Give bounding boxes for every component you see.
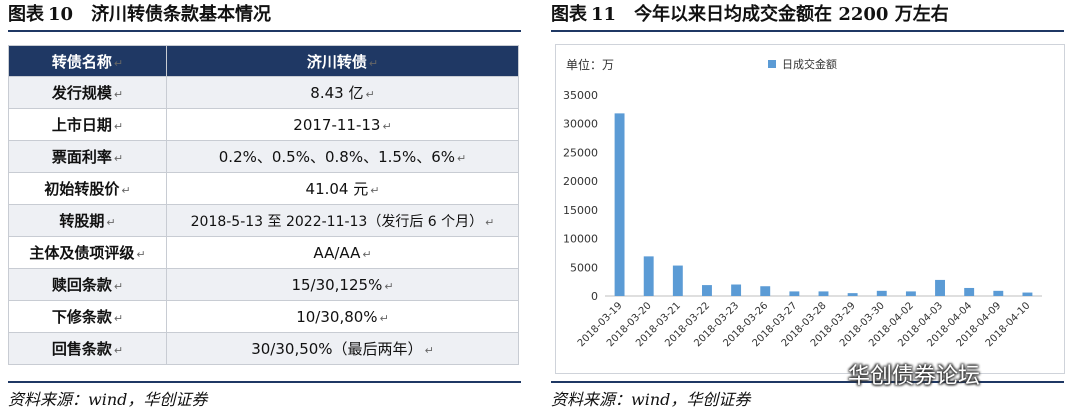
bar xyxy=(964,287,975,296)
bar xyxy=(614,113,625,297)
chart-frame: 单位：万 日成交金额 0 5000 10000 15000 20000 25000 30000 3… xyxy=(555,44,1065,374)
bar xyxy=(847,293,858,296)
right-bottom-rule xyxy=(551,381,1064,383)
figure-label: 图表 xyxy=(551,4,587,25)
row-label: 主体及债项评级 ↵ xyxy=(8,236,167,269)
figure-11-title: 图表 11 今年以来日均成交金额在 2200 万左右 xyxy=(551,0,1064,30)
row-value: 30/30,50%（最后两年） ↵ xyxy=(166,332,519,365)
terms-table: 转债名称 ↵ 济川转债 ↵ 发行规模 ↵ 8.43 亿 ↵ 上市日期 ↵ 2017-11-13… xyxy=(8,45,519,365)
row-label: 票面利率 ↵ xyxy=(8,140,167,173)
table-row: 主体及债项评级 ↵ AA/AA ↵ xyxy=(8,236,519,269)
left-figure: 图表 10 济川转债条款基本情况 xyxy=(8,0,521,32)
unit-label: 单位：万 xyxy=(566,57,614,72)
bar xyxy=(876,290,887,296)
y-tick-label: 5000 xyxy=(570,261,598,274)
left-bottom-rule xyxy=(8,381,521,383)
figure-number: 11 xyxy=(591,4,617,25)
table-row: 下修条款 ↵ 10/30,80% ↵ xyxy=(8,300,519,333)
y-tick-label: 0 xyxy=(591,290,598,303)
table-header-row: 转债名称 ↵ 济川转债 ↵ xyxy=(8,45,519,77)
row-value: 8.43 亿 ↵ xyxy=(166,76,519,109)
figure-label: 图表 xyxy=(8,4,44,25)
figure-number: 10 xyxy=(48,4,74,25)
y-tick-label: 30000 xyxy=(563,118,598,131)
bar-chart: 单位：万 日成交金额 0 5000 10000 15000 20000 25000 30000 3… xyxy=(563,57,1042,349)
y-tick-label: 35000 xyxy=(563,89,598,102)
header-cell: 转债名称 ↵ xyxy=(8,45,167,77)
figure-10-title: 图表 10 济川转债条款基本情况 xyxy=(8,0,521,30)
y-tick-label: 20000 xyxy=(563,175,598,188)
row-value: 2018-5-13 至 2022-11-13（发行后 6 个月） ↵ xyxy=(166,204,519,237)
bar xyxy=(1022,292,1033,296)
right-source-note: 资料来源：wind，华创证券 xyxy=(551,390,751,409)
row-label: 回售条款 ↵ xyxy=(8,332,167,365)
row-value: 2017-11-13 ↵ xyxy=(166,108,519,141)
figure-title-text: 济川转债条款基本情况 xyxy=(91,4,272,25)
row-label: 上市日期 ↵ xyxy=(8,108,167,141)
row-label: 转股期 ↵ xyxy=(8,204,167,237)
row-value: 10/30,80% ↵ xyxy=(166,300,519,333)
table-row: 回售条款 ↵ 30/30,50%（最后两年） ↵ xyxy=(8,332,519,365)
table-row: 上市日期 ↵ 2017-11-13 ↵ xyxy=(8,108,519,141)
bar xyxy=(672,265,683,296)
right-figure: 图表 11 今年以来日均成交金额在 2200 万左右 xyxy=(551,0,1064,32)
left-source-note: 资料来源：wind，华创证券 xyxy=(8,390,208,409)
row-value: 0.2%、0.5%、0.8%、1.5%、6% ↵ xyxy=(166,140,519,173)
bar xyxy=(643,256,654,296)
table-row: 初始转股价 ↵ 41.04 元 ↵ xyxy=(8,172,519,205)
table-row: 转股期 ↵ 2018-5-13 至 2022-11-13（发行后 6 个月） ↵ xyxy=(8,204,519,237)
watermark-text: 华创债券论坛 xyxy=(848,364,981,389)
y-tick-label: 25000 xyxy=(563,146,598,159)
bar xyxy=(935,279,945,296)
y-tick-label: 15000 xyxy=(563,204,598,217)
bar xyxy=(731,284,742,296)
table-row: 发行规模 ↵ 8.43 亿 ↵ xyxy=(8,76,519,109)
header-cell: 济川转债 ↵ xyxy=(166,45,519,77)
bar xyxy=(818,291,829,296)
bar xyxy=(760,286,771,296)
legend-swatch xyxy=(768,60,776,68)
title-rule xyxy=(551,30,1064,32)
legend-label: 日成交金额 xyxy=(782,57,837,71)
bar xyxy=(993,290,1004,296)
figure-title-text: 今年以来日均成交金额在 2200 万左右 xyxy=(634,4,949,25)
bar xyxy=(789,291,800,296)
table-row: 赎回条款 ↵ 15/30,125% ↵ xyxy=(8,268,519,301)
bar xyxy=(905,291,916,296)
row-value: AA/AA ↵ xyxy=(166,236,519,269)
title-rule xyxy=(8,30,521,32)
row-label: 赎回条款 ↵ xyxy=(8,268,167,301)
row-label: 初始转股价 ↵ xyxy=(8,172,167,205)
table-row: 票面利率 ↵ 0.2%、0.5%、0.8%、1.5%、6% ↵ xyxy=(8,140,519,173)
row-value: 15/30,125% ↵ xyxy=(166,268,519,301)
row-value: 41.04 元 ↵ xyxy=(166,172,519,205)
row-label: 下修条款 ↵ xyxy=(8,300,167,333)
row-label: 发行规模 ↵ xyxy=(8,76,167,109)
y-tick-label: 10000 xyxy=(563,233,598,246)
bar xyxy=(702,285,712,296)
